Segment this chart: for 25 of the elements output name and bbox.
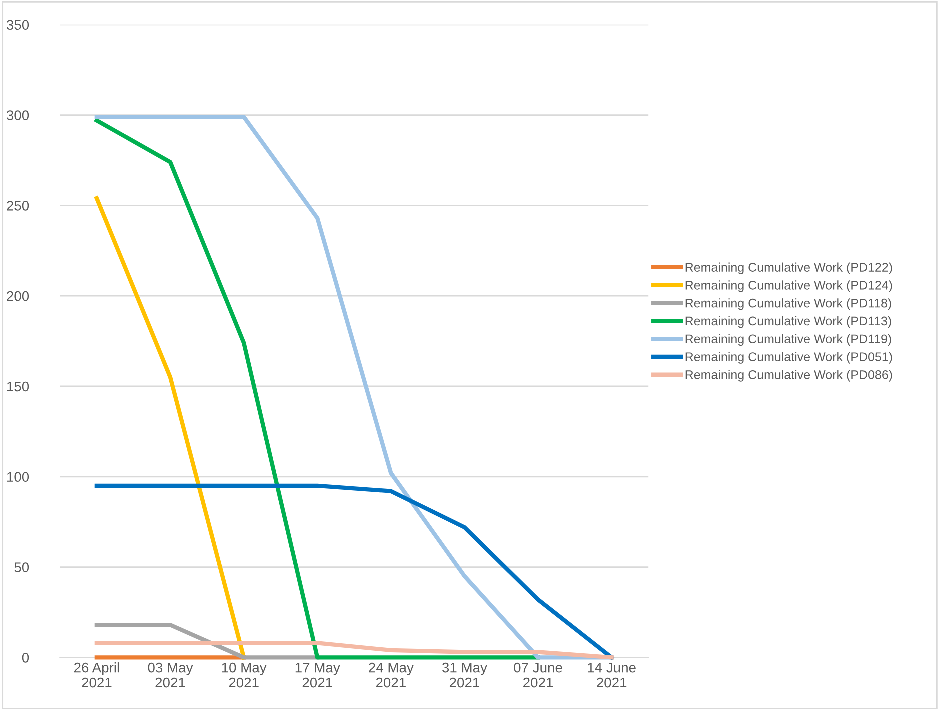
y-tick-label: 250 [7,201,30,211]
x-tick-label: 14 June 2021 [588,663,636,688]
y-tick-label: 300 [6,110,30,120]
x-tick-label: 10 May 2021 [222,662,267,688]
legend-label: Remaining Cumulative Work (PD122) [686,262,892,274]
x-tick-label: 07 June 2021 [514,662,562,688]
legend-label: Remaining Cumulative Work (PD118) [686,298,892,310]
y-tick-label: 100 [7,472,30,482]
y-tick-label: 350 [6,20,30,30]
y-tick-label: 50 [14,562,30,572]
x-tick-label: 03 May 2021 [148,662,194,688]
y-tick-label: 150 [7,382,30,392]
y-tick-label: 200 [7,291,30,302]
line-series [94,484,614,660]
x-tick-label: 31 May 2021 [442,662,488,688]
legend-label: Remaining Cumulative Work (PD119) [686,334,892,346]
x-tick-label: 17 May 2021 [296,663,340,688]
y-tick-label: 0 [22,653,30,663]
x-tick-label: 26 April 2021 [74,662,120,688]
legend-label: Remaining Cumulative Work (PD124) [686,280,892,292]
line-series [94,641,614,660]
x-tick-label: 24 May 2021 [369,662,414,688]
legend-label: Remaining Cumulative Work (PD086) [686,370,892,382]
legend-label: Remaining Cumulative Work (PD113) [686,316,892,328]
legend-label: Remaining Cumulative Work (PD051) [686,352,892,364]
